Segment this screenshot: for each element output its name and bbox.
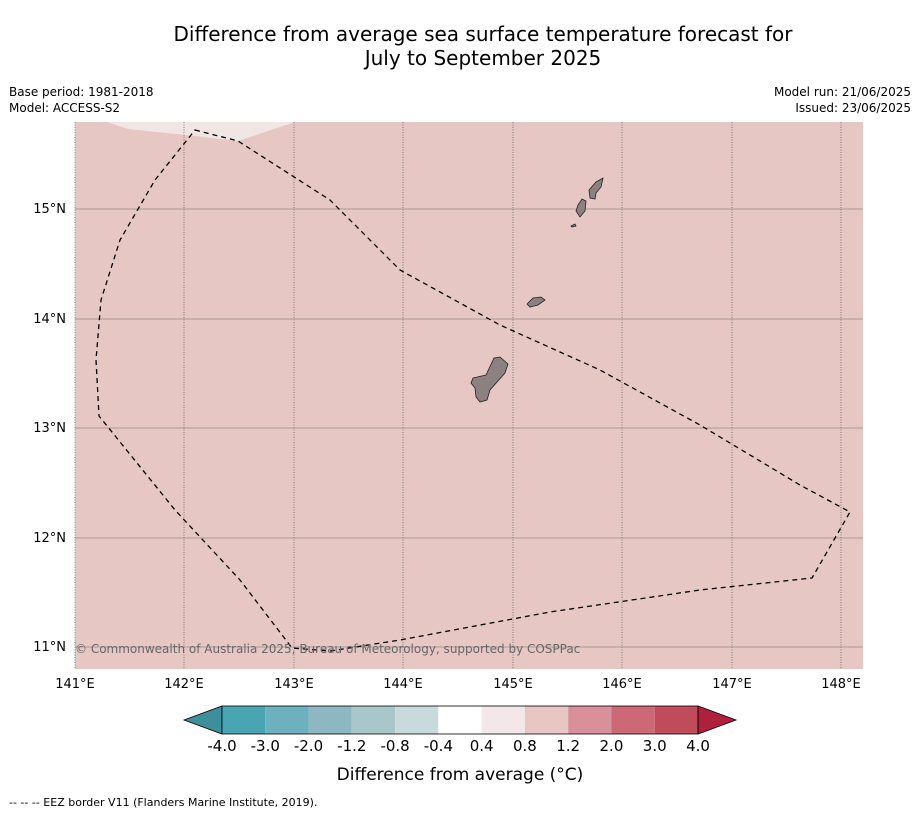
parallel-gridlines	[75, 208, 863, 648]
rota-island	[526, 296, 546, 308]
colorbar-segment	[611, 706, 655, 734]
colorbar-extend-high	[697, 705, 738, 735]
colorbar-tick-label: -4.0	[207, 737, 236, 755]
lat-label-15n: 15°N	[33, 202, 66, 217]
tinian-island	[575, 198, 587, 218]
lon-label-148e: 148°E	[821, 677, 861, 692]
colorbar-tick-label: -0.8	[380, 737, 409, 755]
colorbar-tick-label: 4.0	[686, 737, 710, 755]
colorbar-tick-label: -0.4	[424, 737, 453, 755]
light-anomaly-region	[107, 122, 295, 141]
colorbar: -4.0 -3.0 -2.0 -1.2 -0.8 -0.4 0.4 0.8 1.2 2.0 3.0 4…	[182, 705, 738, 755]
colorbar-extend-low	[182, 705, 223, 735]
model-name: Model: ACCESS-S2	[9, 101, 121, 115]
colorbar-tick-label: -1.2	[337, 737, 366, 755]
eez-border	[95, 129, 851, 652]
eez-footnote: -- -- -- EEZ border V11 (Flanders Marine…	[9, 796, 318, 809]
colorbar-segment	[654, 706, 698, 734]
saipan-island	[588, 177, 604, 200]
lon-label-141e: 141°E	[55, 677, 95, 692]
guam-island	[470, 356, 509, 403]
colorbar-tick-label: 1.2	[556, 737, 580, 755]
title-line-2: July to September 2025	[364, 46, 602, 70]
lat-label-14n: 14°N	[33, 312, 66, 327]
map-copyright: © Commonwealth of Australia 2025, Bureau…	[75, 642, 580, 656]
base-period: Base period: 1981-2018	[9, 85, 154, 99]
lon-label-143e: 143°E	[274, 677, 314, 692]
colorbar-tick-label: 0.4	[470, 737, 494, 755]
colorbar-segment	[481, 706, 525, 734]
lon-label-142e: 142°E	[164, 677, 204, 692]
lat-label-12n: 12°N	[33, 531, 66, 546]
issued-date: Issued: 23/06/2025	[795, 101, 911, 115]
colorbar-segment	[222, 706, 266, 734]
map-title: Difference from average sea surface temp…	[0, 22, 919, 70]
colorbar-tick-label: -2.0	[294, 737, 323, 755]
lon-label-145e: 145°E	[493, 677, 533, 692]
colorbar-tick-label: 2.0	[600, 737, 624, 755]
lat-label-13n: 13°N	[33, 421, 66, 436]
islands	[470, 177, 604, 403]
colorbar-tick-label: -3.0	[251, 737, 280, 755]
lon-label-146e: 146°E	[602, 677, 642, 692]
colorbar-frame	[221, 705, 699, 735]
meridian-gridlines	[74, 122, 842, 669]
colorbar-segment	[308, 706, 352, 734]
colorbar-segment	[351, 706, 396, 734]
lon-label-144e: 144°E	[383, 677, 423, 692]
colorbar-segment	[265, 706, 309, 734]
title-line-1: Difference from average sea surface temp…	[173, 22, 793, 46]
model-run: Model run: 21/06/2025	[773, 85, 911, 99]
colorbar-segment	[568, 706, 612, 734]
colorbar-tick-label: 3.0	[643, 737, 667, 755]
map-area	[75, 122, 863, 669]
colorbar-label: Difference from average (°C)	[337, 765, 584, 785]
meta-left: Base period: 1981-2018 Model: ACCESS-S2	[9, 84, 154, 116]
colorbar-segment	[524, 706, 569, 734]
lon-label-147e: 147°E	[712, 677, 752, 692]
colorbar-tick-label: 0.8	[513, 737, 537, 755]
aguijan-island	[570, 223, 577, 228]
lat-label-11n: 11°N	[33, 640, 66, 655]
colorbar-segment	[395, 706, 439, 734]
colorbar-segment	[438, 706, 482, 734]
meta-right: Model run: 21/06/2025 Issued: 23/06/2025	[774, 84, 911, 116]
